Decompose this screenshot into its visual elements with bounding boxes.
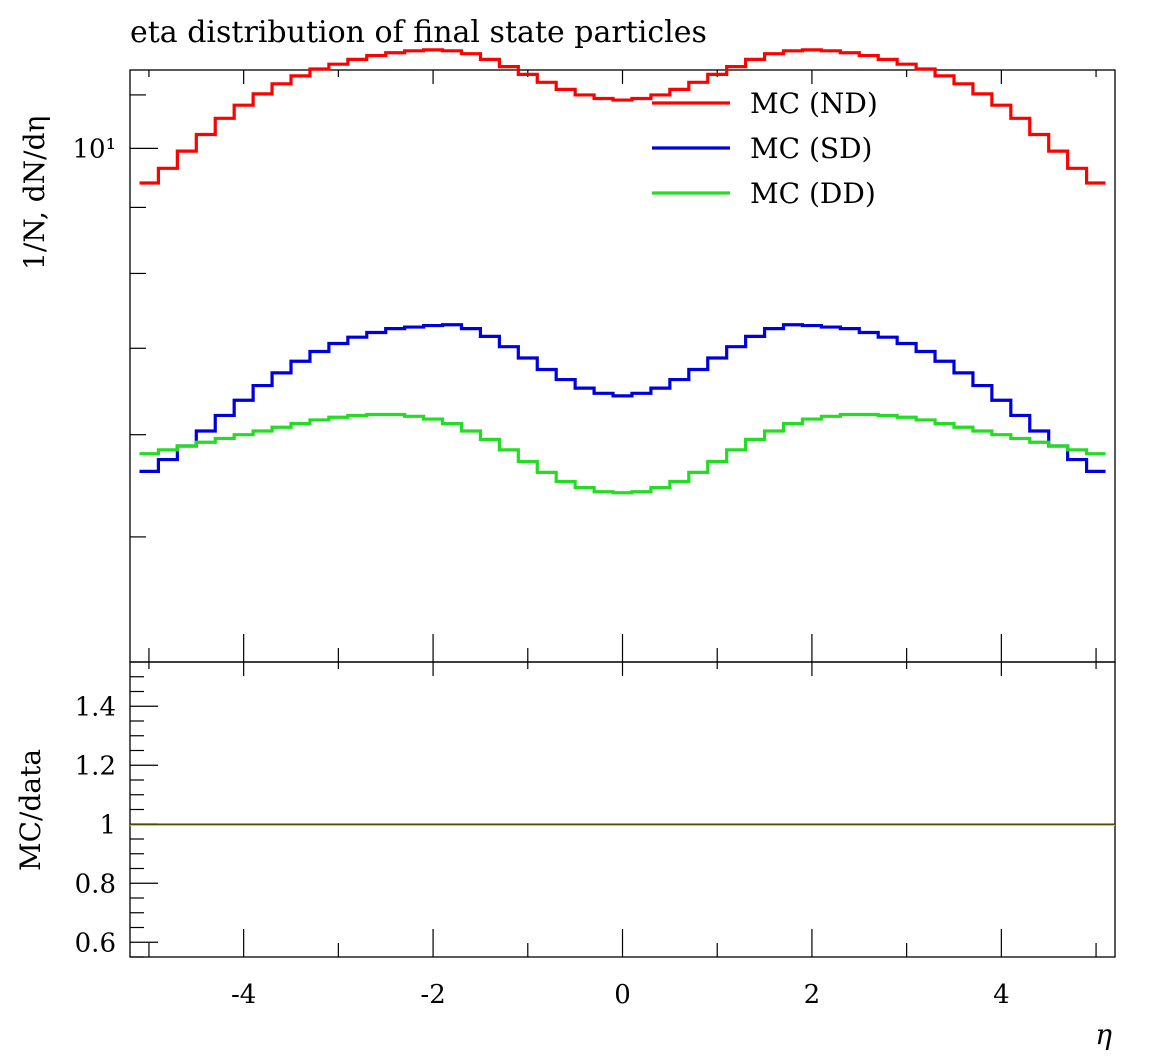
ratio-x-axis-ticks — [148, 662, 1097, 957]
ratio-y-tick-label: 1.2 — [75, 751, 116, 781]
series-line-3 — [139, 412, 1106, 495]
main-plot-series — [139, 48, 1106, 495]
main-y-tick-labels: 10¹ — [72, 134, 116, 164]
main-plot-frame — [129, 69, 1116, 663]
x-tick-label: -4 — [231, 980, 256, 1010]
main-y-tick-label: 10¹ — [72, 134, 116, 164]
legend-label: MC (ND) — [750, 87, 878, 120]
series-line-1 — [139, 48, 1106, 185]
legend: MC (ND) MC (SD) MC (DD) — [652, 87, 878, 210]
ratio-y-axis-ticks — [130, 676, 158, 958]
x-tick-label: 4 — [993, 980, 1010, 1010]
ratio-y-tick-label: 0.8 — [75, 869, 116, 899]
ratio-y-tick-label: 1 — [99, 810, 116, 840]
ratio-y-tick-label: 1.4 — [75, 692, 116, 722]
ratio-x-tick-labels: -4 -2 0 2 4 — [231, 980, 1010, 1010]
main-y-axis-ticks — [130, 94, 158, 538]
x-tick-label: -2 — [420, 980, 445, 1010]
main-y-axis-label: 1/N, dN/dη — [18, 116, 51, 270]
ratio-plot-frame — [129, 661, 1116, 958]
ratio-y-tick-label: 0.6 — [75, 928, 116, 958]
ratio-reference-line-group — [130, 823, 1115, 826]
x-axis-label: η — [1095, 1018, 1112, 1051]
series-line-2 — [139, 323, 1106, 473]
x-tick-label: 2 — [804, 980, 821, 1010]
ratio-y-tick-labels: 0.6 0.8 1 1.2 1.4 — [75, 692, 116, 958]
legend-label: MC (SD) — [750, 132, 872, 165]
x-tick-label: 0 — [614, 980, 631, 1010]
ratio-y-axis-label: MC/data — [14, 749, 47, 871]
main-x-axis-ticks — [148, 70, 1097, 662]
legend-label: MC (DD) — [750, 177, 876, 210]
chart-title: eta distribution of final state particle… — [130, 15, 707, 50]
